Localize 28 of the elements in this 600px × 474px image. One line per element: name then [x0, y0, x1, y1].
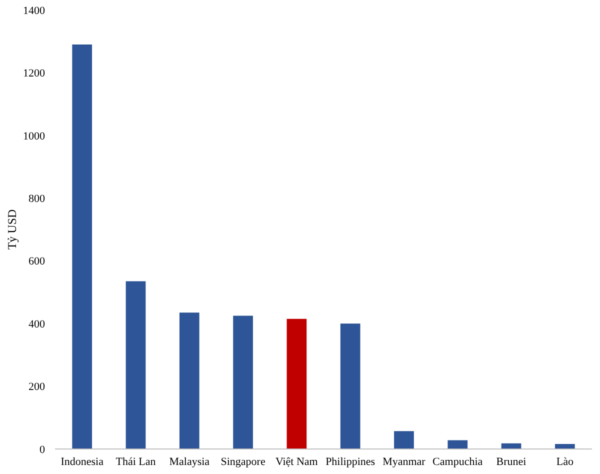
y-tick-label: 600: [28, 256, 46, 268]
bar: [126, 281, 146, 449]
y-tick-label: 200: [28, 381, 46, 394]
x-tick-label: Brunei: [496, 456, 526, 468]
y-tick-label: 1200: [23, 68, 46, 80]
x-tick-label: Singapore: [220, 456, 266, 468]
y-tick-label: 800: [28, 192, 46, 205]
bar: [233, 316, 253, 449]
x-tick-label: Campuchia: [432, 456, 483, 468]
y-tick-label: 1000: [23, 130, 46, 142]
bar: [394, 431, 414, 449]
y-axis-title: Tỷ USD: [5, 209, 19, 250]
bar: [286, 318, 307, 449]
x-tick-label: Việt Nam: [275, 456, 318, 468]
x-tick-label: Myanmar: [382, 456, 426, 468]
bar: [179, 312, 200, 449]
x-tick-label: Malaysia: [169, 456, 210, 468]
y-tick-label: 0: [40, 444, 46, 456]
bar: [554, 444, 575, 449]
x-tick-label: Indonesia: [60, 456, 104, 468]
bar: [340, 324, 360, 449]
y-tick-label: 400: [28, 318, 46, 330]
x-tick-label: Thái Lan: [116, 456, 156, 468]
bar: [448, 440, 468, 449]
x-tick-label: Lào: [556, 456, 574, 468]
y-tick-label: 1400: [23, 4, 46, 17]
x-tick-label: Philippines: [326, 456, 376, 468]
bar: [72, 44, 92, 449]
